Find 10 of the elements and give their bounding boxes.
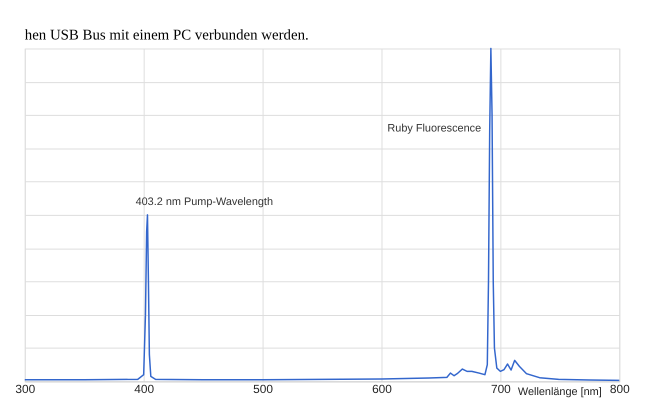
- x-tick-label: 800: [610, 382, 630, 396]
- x-axis-title: Wellenlänge [nm]: [518, 386, 602, 398]
- x-tick-label: 300: [15, 382, 36, 396]
- x-tick-label: 400: [134, 382, 154, 396]
- text: hen USB Bus mit einem PC verbunden werden.: [24, 28, 309, 44]
- x-tick-label: 700: [490, 382, 512, 396]
- x-tick-label: 500: [253, 382, 274, 396]
- annotation: 403.2 nm Pump-Wavelength: [136, 196, 274, 208]
- annotation: Ruby Fluorescence: [387, 122, 482, 134]
- x-tick-label: 600: [372, 382, 392, 396]
